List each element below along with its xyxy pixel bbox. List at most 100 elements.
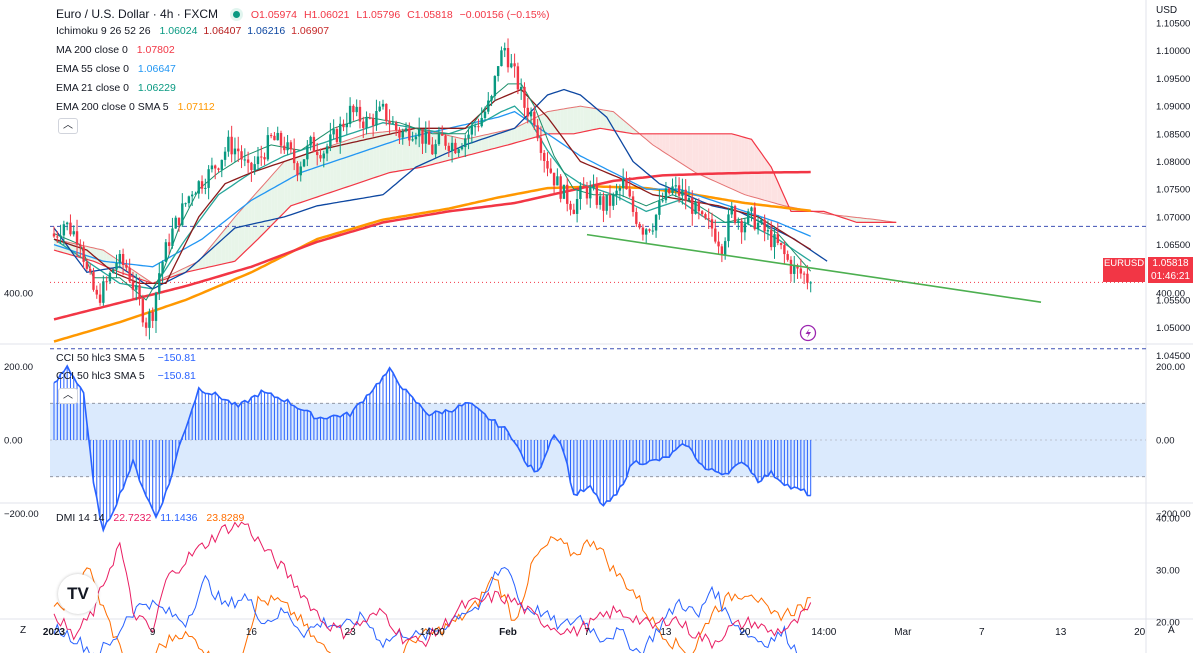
- candle[interactable]: [401, 128, 404, 145]
- candle[interactable]: [335, 126, 339, 144]
- candle[interactable]: [467, 128, 470, 150]
- candle[interactable]: [506, 38, 510, 73]
- candle[interactable]: [171, 217, 174, 249]
- candle[interactable]: [447, 142, 450, 158]
- candle[interactable]: [164, 239, 168, 263]
- candle[interactable]: [704, 212, 707, 220]
- candle[interactable]: [352, 104, 355, 121]
- candle[interactable]: [263, 152, 266, 166]
- candle[interactable]: [556, 168, 559, 186]
- candle[interactable]: [256, 146, 260, 171]
- candle[interactable]: [536, 118, 539, 142]
- candle[interactable]: [246, 151, 250, 173]
- indicator-ma200[interactable]: MA 200 close 0 1.07802: [56, 43, 329, 57]
- candle[interactable]: [516, 62, 520, 95]
- candle[interactable]: [766, 220, 770, 240]
- candle[interactable]: [105, 276, 108, 291]
- candle[interactable]: [75, 219, 79, 257]
- candle[interactable]: [697, 198, 701, 220]
- indicator-ema21[interactable]: EMA 21 close 0 1.06229: [56, 81, 329, 95]
- candle[interactable]: [687, 186, 691, 201]
- candle[interactable]: [385, 103, 388, 126]
- candle[interactable]: [59, 224, 62, 244]
- cci-legend-1[interactable]: CCI 50 hlc3 SMA 5 −150.81: [56, 351, 196, 365]
- candle[interactable]: [543, 149, 546, 173]
- candle[interactable]: [417, 117, 421, 148]
- candle[interactable]: [141, 294, 145, 327]
- candle[interactable]: [793, 255, 796, 283]
- timezone-corner-button[interactable]: Z: [20, 625, 27, 636]
- candle[interactable]: [723, 237, 727, 260]
- candle[interactable]: [714, 219, 717, 244]
- candle[interactable]: [806, 265, 809, 290]
- candle[interactable]: [523, 82, 526, 118]
- cci-line[interactable]: [53, 364, 811, 533]
- candle[interactable]: [227, 130, 230, 157]
- candle[interactable]: [773, 226, 776, 259]
- candle[interactable]: [125, 259, 128, 271]
- candle[interactable]: [513, 53, 516, 78]
- candle[interactable]: [128, 258, 131, 283]
- candle[interactable]: [424, 121, 427, 153]
- indicator-ema55[interactable]: EMA 55 close 0 1.06647: [56, 62, 329, 76]
- candle[interactable]: [144, 317, 148, 337]
- candle[interactable]: [592, 174, 595, 191]
- candle[interactable]: [707, 208, 710, 230]
- candle[interactable]: [799, 258, 803, 279]
- candle[interactable]: [65, 221, 69, 231]
- candle[interactable]: [770, 221, 773, 251]
- cci-legend-2[interactable]: CCI 50 hlc3 SMA 5 −150.81: [56, 369, 196, 383]
- candle[interactable]: [493, 75, 497, 101]
- candle[interactable]: [645, 228, 648, 243]
- candle[interactable]: [316, 142, 319, 166]
- candle[interactable]: [52, 226, 56, 238]
- candle[interactable]: [694, 198, 697, 215]
- candle[interactable]: [204, 178, 207, 195]
- candle[interactable]: [414, 132, 418, 145]
- support-trendline[interactable]: [586, 233, 1042, 304]
- dmi-legend[interactable]: DMI 14 14 22.7232 11.1436 23.8289: [56, 511, 244, 525]
- candle[interactable]: [625, 171, 628, 190]
- collapse-cci-legend-button[interactable]: ︿: [58, 388, 78, 404]
- candle[interactable]: [306, 140, 309, 167]
- candle[interactable]: [69, 214, 72, 237]
- candle[interactable]: [135, 273, 138, 301]
- candle[interactable]: [296, 161, 299, 182]
- candle[interactable]: [763, 214, 766, 242]
- candle[interactable]: [266, 127, 270, 162]
- candle[interactable]: [174, 215, 177, 229]
- candle[interactable]: [371, 113, 375, 137]
- candle[interactable]: [348, 97, 352, 128]
- candle[interactable]: [388, 109, 391, 134]
- candle[interactable]: [98, 283, 102, 306]
- candle[interactable]: [187, 195, 191, 208]
- indicator-ema200[interactable]: EMA 200 close 0 SMA 5 1.07112: [56, 100, 329, 114]
- candle[interactable]: [776, 222, 779, 246]
- candle[interactable]: [562, 184, 566, 200]
- candle[interactable]: [322, 150, 325, 168]
- candle[interactable]: [671, 178, 674, 196]
- candle[interactable]: [733, 204, 737, 225]
- candle[interactable]: [391, 116, 395, 125]
- candle[interactable]: [398, 127, 401, 144]
- candle[interactable]: [450, 136, 454, 163]
- candle[interactable]: [233, 137, 237, 163]
- candle[interactable]: [480, 107, 483, 128]
- candle[interactable]: [240, 145, 243, 169]
- candle[interactable]: [546, 152, 549, 177]
- candle[interactable]: [325, 143, 329, 162]
- candle[interactable]: [154, 291, 158, 333]
- candle[interactable]: [598, 192, 602, 210]
- candle[interactable]: [572, 203, 576, 215]
- candle[interactable]: [605, 194, 608, 215]
- candle[interactable]: [181, 193, 184, 228]
- candle[interactable]: [677, 177, 681, 203]
- candle[interactable]: [121, 248, 125, 276]
- candle[interactable]: [342, 119, 345, 132]
- candle[interactable]: [612, 192, 615, 211]
- auto-scale-corner-button[interactable]: A: [1168, 625, 1175, 636]
- candle[interactable]: [789, 256, 793, 282]
- candle[interactable]: [500, 46, 503, 67]
- candle[interactable]: [339, 116, 342, 154]
- candle[interactable]: [483, 106, 487, 121]
